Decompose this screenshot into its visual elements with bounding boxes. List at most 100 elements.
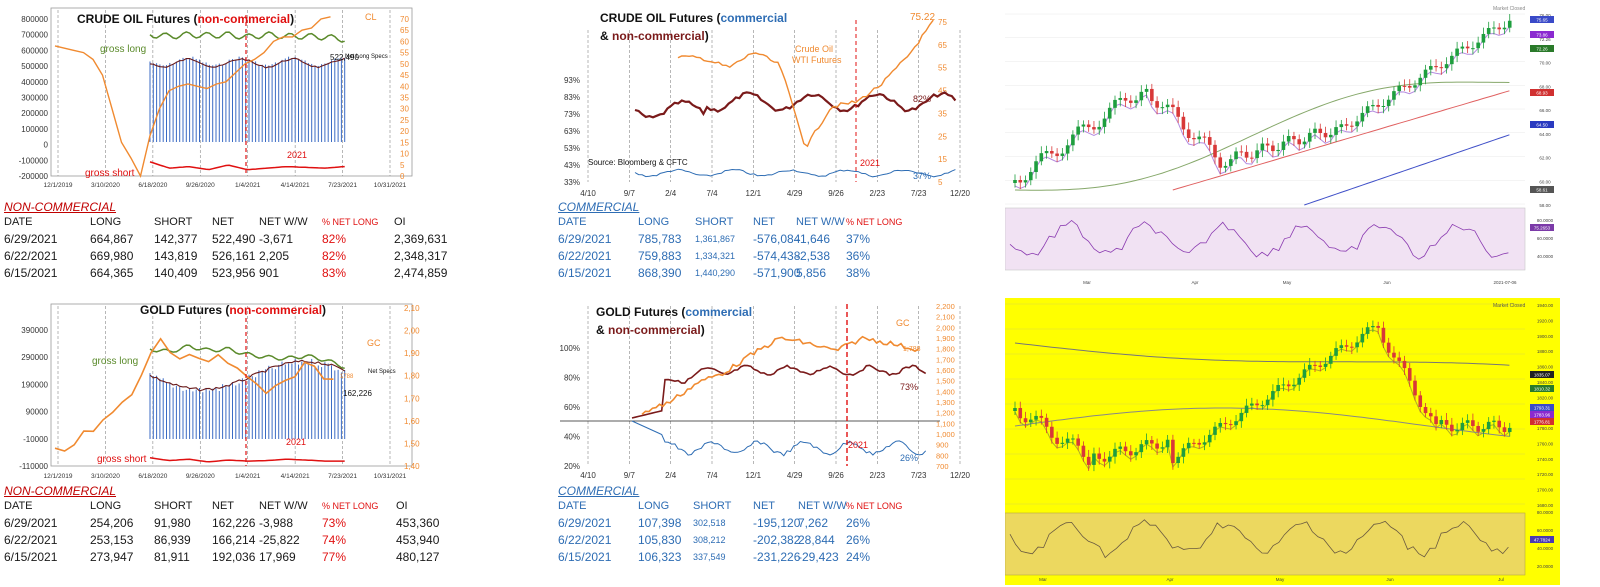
moving-average-line — [1304, 134, 1510, 206]
candle-body — [1213, 426, 1217, 435]
candle-body — [1086, 456, 1091, 465]
candle-body — [1265, 399, 1270, 406]
candle-body — [1165, 104, 1170, 108]
price-tick: 58.00 — [1539, 203, 1551, 208]
candle-body — [1139, 444, 1144, 453]
candle-body — [1044, 151, 1049, 154]
x-tick-label: 4/14/2021 — [281, 473, 310, 480]
column-header: % NET LONG — [846, 217, 903, 227]
candle-body — [1439, 67, 1444, 69]
y-tick-label: 43% — [564, 161, 580, 170]
candle-body — [1092, 127, 1096, 130]
net-long-bars — [149, 358, 346, 439]
gross-short-line — [149, 457, 345, 463]
y2-tick-label: 1,700 — [404, 394, 420, 403]
candle-body — [1060, 442, 1065, 444]
left-axis-ticks: 93% 83% 73% 63% 53% 43% 33% — [564, 76, 580, 187]
candle-body — [1023, 180, 1028, 183]
x-axis-ticks: 12/1/2019 3/10/2020 6/18/2020 9/26/2020 1/4/… — [44, 306, 407, 480]
table-cell: 81,911 — [154, 550, 190, 564]
candle-body — [1150, 440, 1154, 444]
candle-body — [1218, 157, 1223, 168]
table-cell: 480,127 — [396, 550, 440, 564]
candle-body — [1260, 405, 1265, 407]
date-tick: Jun — [1386, 577, 1394, 582]
price-label: 75.22 — [910, 12, 935, 23]
chart-title-2: & non-commercial) — [596, 323, 705, 337]
x-axis-ticks: 4/10 9/7 2/4 7/4 12/1 4/29 9/26 2/23 7/23 12/20 — [580, 306, 971, 480]
candle-body — [1350, 125, 1354, 127]
y-tick-label: -200000 — [19, 172, 49, 181]
candle-body — [1081, 124, 1086, 127]
y2-tick-label: 20 — [400, 127, 409, 136]
price-tick: 1940.00 — [1537, 303, 1554, 308]
price-tag — [1530, 121, 1554, 128]
gross-short-label: gross short — [85, 168, 135, 179]
crude-noncommercial-chart: 8000007000006000005000004000003000002000… — [19, 7, 413, 189]
candle-body — [1228, 159, 1233, 166]
table-cell: 6/15/2021 — [558, 266, 612, 280]
indicator-tick: 20.0000 — [1537, 564, 1554, 569]
candle-body — [1350, 346, 1354, 348]
y2-tick-label: 15 — [938, 155, 947, 164]
candle-body — [1013, 408, 1017, 411]
candle-body — [1281, 384, 1286, 386]
series-lines — [560, 304, 940, 466]
candle-body — [1302, 141, 1307, 145]
price-tag-label: 64.50 — [1536, 123, 1548, 128]
table-cell: 26% — [846, 533, 871, 547]
column-header: DATE — [4, 500, 33, 512]
price-tag-label: 72.26 — [1536, 47, 1548, 52]
candle-body — [1334, 348, 1338, 356]
table-cell: 302,518 — [693, 518, 726, 528]
table-cell: 28,844 — [798, 533, 835, 547]
price-tag-label: 73.86 — [1536, 33, 1548, 38]
candle-body — [1171, 104, 1175, 108]
table-cell: 38% — [846, 266, 871, 280]
y2-tick-label: 800 — [936, 451, 949, 460]
x-tick-label: 10/31/2021 — [374, 473, 407, 480]
y-tick-label: 40% — [564, 433, 580, 442]
candle-body — [1502, 427, 1507, 432]
column-header: LONG — [90, 216, 122, 228]
series-lines — [634, 19, 957, 182]
candle-body — [1339, 124, 1344, 128]
candle-body — [1492, 27, 1496, 29]
moving-average-line — [1014, 81, 1510, 191]
y-tick-label: 290000 — [21, 353, 48, 362]
candle-body — [1407, 368, 1412, 381]
candle-body — [1039, 153, 1044, 162]
price-tag — [1530, 89, 1554, 96]
year-marker: 2021 — [848, 440, 868, 450]
candle-body — [1092, 453, 1096, 465]
y-tick-label: 63% — [564, 127, 580, 136]
table-cell: 254,206 — [90, 516, 134, 530]
gross-long-label: gross long — [100, 44, 146, 55]
candle-body — [1160, 107, 1165, 109]
table-cell: 82% — [322, 232, 347, 246]
candle-body — [1276, 149, 1280, 152]
table-row: 6/15/2021 868,390 1,440,290 -571,900 5,856 38… — [558, 265, 978, 282]
date-tick: May — [1276, 577, 1285, 582]
table-cell: 143,819 — [154, 249, 198, 263]
y-tick-label: 800000 — [21, 15, 48, 24]
candle-body — [1144, 88, 1149, 92]
x-tick-label: 2/23 — [870, 471, 886, 480]
price-tag-label: 1835.07 — [1534, 373, 1551, 378]
x-tick-label: 7/4 — [706, 189, 718, 198]
price-tag — [1530, 45, 1554, 52]
candle-body — [1397, 85, 1402, 92]
table-cell: -29,423 — [798, 550, 839, 564]
table-cell: 6/22/2021 — [4, 533, 58, 547]
price-tag — [1530, 16, 1554, 23]
candle-body — [1286, 384, 1291, 387]
date-tick: Jun — [1383, 280, 1391, 285]
table-cell: 166,214 — [212, 533, 256, 547]
table-cell: 5,856 — [796, 266, 827, 280]
table-cell: 74% — [322, 533, 347, 547]
y2-tick-label: 65 — [938, 41, 947, 50]
column-header: NET W/W — [798, 500, 847, 512]
table-cell: 759,883 — [638, 249, 682, 263]
price-tick: 1720.00 — [1537, 472, 1554, 477]
date-tick: 2021-07-06 — [1493, 280, 1517, 285]
